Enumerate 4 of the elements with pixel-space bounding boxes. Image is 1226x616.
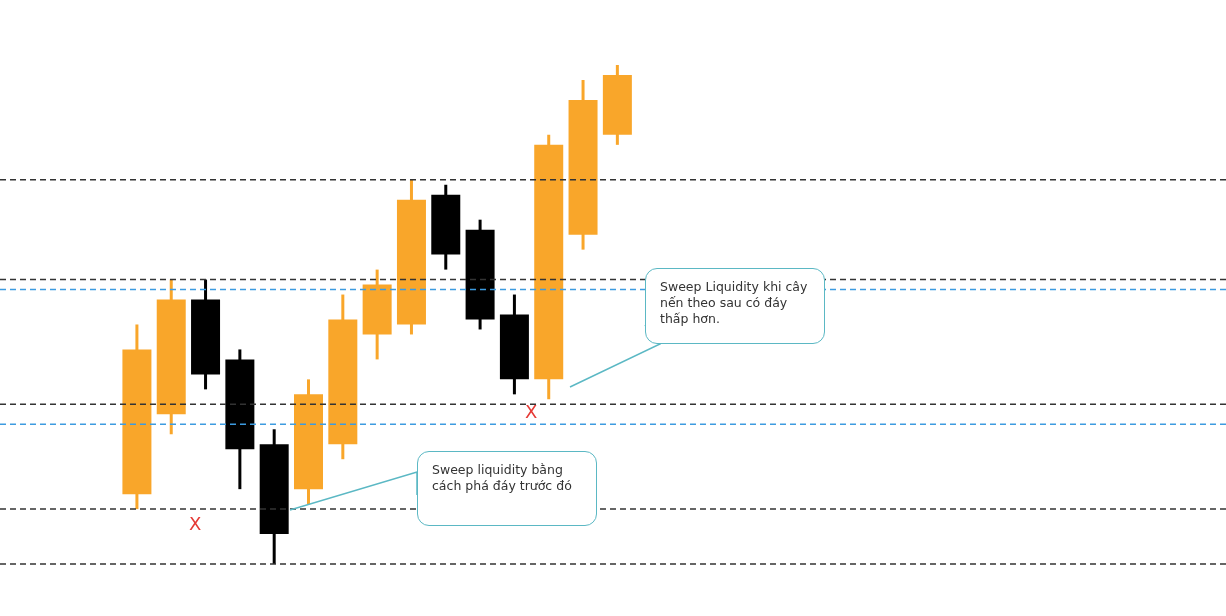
callout-box: Sweep liquidity bằng cách phá đáy trước đó — [417, 451, 597, 526]
annotation: X — [189, 513, 202, 534]
callout-box: Sweep Liquidity khi cây nến theo sau có đáy thấp hơn. — [645, 268, 825, 344]
annotation: X — [525, 401, 538, 422]
